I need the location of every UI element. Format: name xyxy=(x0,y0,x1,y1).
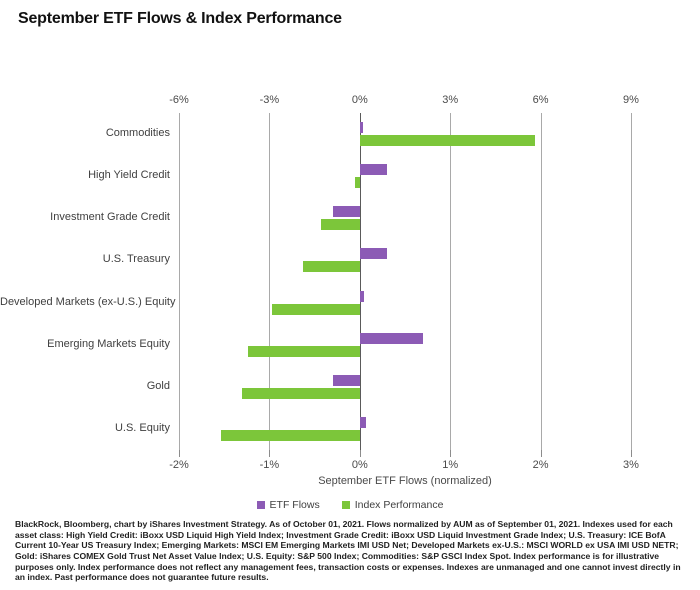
bar-index-performance xyxy=(221,429,360,441)
chart-title: September ETF Flows & Index Performance xyxy=(18,10,342,27)
category-label: High Yield Credit xyxy=(88,169,170,182)
top-axis-tick-label: 9% xyxy=(623,94,639,106)
bar-index-performance xyxy=(248,345,360,357)
bar-etf-flows xyxy=(359,122,364,134)
bar-etf-flows xyxy=(332,374,360,386)
chart-legend: ETF Flows Index Performance xyxy=(0,499,700,511)
bar-etf-flows xyxy=(359,416,367,428)
bar-index-performance xyxy=(320,219,360,231)
zero-gridline xyxy=(359,113,361,450)
top-axis-tick-label: -6% xyxy=(169,94,189,106)
category-label: U.S. Treasury xyxy=(102,253,170,266)
bottom-axis-tick-label: 2% xyxy=(532,459,549,471)
bottom-axis-tick-label: -1% xyxy=(259,459,280,471)
gridline xyxy=(540,113,542,450)
gridline xyxy=(450,113,452,450)
bottom-axis-tick xyxy=(450,450,452,457)
bottom-axis-tick-label: -2% xyxy=(169,459,189,471)
bottom-axis-tick xyxy=(269,450,271,457)
bar-etf-flows xyxy=(359,248,387,260)
legend-label-etf-flows: ETF Flows xyxy=(269,499,320,511)
bar-etf-flows xyxy=(359,290,365,302)
bottom-axis-title: September ETF Flows (normalized) xyxy=(318,475,492,487)
bottom-axis-tick-label: 1% xyxy=(442,459,459,471)
top-axis-tick-label: 0% xyxy=(351,94,368,106)
gridline xyxy=(269,113,271,450)
bar-index-performance xyxy=(242,387,360,399)
bar-index-performance xyxy=(355,177,360,189)
category-label: Emerging Markets Equity xyxy=(47,337,170,350)
top-axis-tick-label: 6% xyxy=(532,94,549,106)
category-label: Developed Markets (ex-U.S.) Equity xyxy=(0,295,176,308)
bottom-axis-tick xyxy=(631,450,632,457)
bottom-axis-tick-label: 0% xyxy=(351,459,368,471)
gridline xyxy=(179,113,180,450)
bar-index-performance xyxy=(302,261,360,273)
bar-etf-flows xyxy=(332,206,360,218)
category-label: Gold xyxy=(146,379,170,392)
legend-item-etf-flows: ETF Flows xyxy=(256,499,320,511)
legend-label-index-performance: Index Performance xyxy=(354,499,444,511)
bottom-axis-tick xyxy=(179,450,180,457)
index-performance-swatch-icon xyxy=(341,501,350,509)
bottom-axis-tick xyxy=(540,450,542,457)
bar-etf-flows xyxy=(359,164,387,176)
bottom-axis-tick-label: 3% xyxy=(623,459,639,471)
top-axis-tick-label: 3% xyxy=(442,94,459,106)
category-label: U.S. Equity xyxy=(114,421,170,434)
category-label: Commodities xyxy=(105,127,170,140)
gridline xyxy=(631,113,632,450)
category-label: Investment Grade Credit xyxy=(50,211,170,224)
bottom-axis-tick xyxy=(359,450,361,457)
footnote: BlackRock, Bloomberg, chart by iShares I… xyxy=(15,519,681,583)
etf-flows-swatch-icon xyxy=(256,501,265,509)
bar-index-performance xyxy=(359,135,535,147)
top-axis-tick-label: -3% xyxy=(259,94,280,106)
legend-item-index-performance: Index Performance xyxy=(341,499,444,511)
bar-index-performance xyxy=(272,303,360,315)
bar-etf-flows xyxy=(359,332,424,344)
